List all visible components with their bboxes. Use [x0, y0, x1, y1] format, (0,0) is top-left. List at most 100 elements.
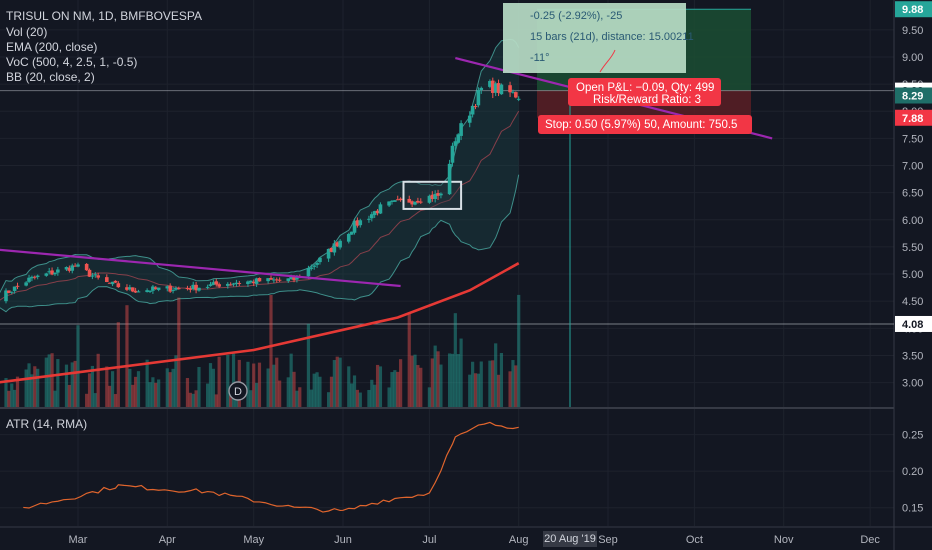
candle-body [346, 234, 351, 242]
candle-body [508, 85, 512, 93]
candle-body [47, 271, 51, 273]
candle-body [456, 134, 461, 143]
volume-bar [514, 365, 518, 407]
volume-bar [85, 393, 89, 407]
candle-body [87, 269, 92, 277]
volume-bar [295, 390, 299, 407]
ema-200-line [0, 262, 520, 384]
volume-bar [174, 355, 178, 407]
volume-bar [134, 376, 138, 407]
price-axis-tick: 7.00 [902, 161, 923, 173]
volume-bar [87, 373, 92, 407]
volume-bar [352, 375, 357, 407]
candle-body [488, 81, 492, 87]
price-axis-tick: 3.00 [902, 378, 923, 390]
time-axis-tick: Mar [69, 534, 88, 546]
candle-body [211, 282, 216, 285]
candle-body [378, 204, 383, 214]
volume-bar [188, 392, 192, 407]
candle-body [315, 262, 319, 265]
candle-body [479, 87, 484, 91]
volume-bar [496, 374, 501, 407]
volume-bar [56, 359, 60, 407]
candle-body [205, 286, 210, 288]
candle-body [277, 279, 282, 281]
candle-body [73, 265, 77, 267]
candle-body [251, 281, 256, 284]
volume-bar [53, 390, 57, 407]
candle-body [228, 284, 233, 286]
atr-line [23, 421, 519, 513]
candle-body [35, 275, 40, 277]
candle-body [249, 280, 253, 283]
candle-body [56, 269, 60, 273]
volume-bar [335, 356, 339, 407]
volume-bar [168, 372, 172, 407]
candle-body [410, 201, 414, 205]
volume-bar [494, 343, 498, 407]
volume-bar [289, 353, 293, 407]
volume-bar [350, 383, 354, 407]
candle-body [370, 214, 374, 219]
time-axis-tick: Aug [509, 534, 529, 546]
candle-body [326, 248, 331, 259]
candle-body [44, 273, 49, 276]
candle-body [174, 287, 178, 290]
volume-bar [96, 353, 100, 407]
volume-bar [419, 367, 423, 407]
candle-body [7, 290, 11, 293]
volume-bar [206, 383, 210, 407]
candle-body [395, 199, 400, 201]
volume-bar [370, 379, 374, 407]
candle-body [413, 201, 417, 205]
volume-bar [375, 364, 380, 407]
candle-body [257, 277, 262, 282]
candle-body [9, 291, 14, 293]
volume-bar [476, 373, 480, 407]
candle-body [225, 283, 230, 286]
candle-body [436, 193, 440, 196]
price-axis-tick: 7.50 [902, 133, 923, 145]
price-tag-4-08 [895, 315, 932, 332]
candle-body [332, 243, 337, 253]
volume-bar [292, 371, 296, 407]
volume-bar [7, 390, 11, 407]
candle-body [416, 200, 420, 203]
volume-bar [171, 368, 175, 407]
volume-bar [278, 380, 282, 407]
candle-body [467, 115, 472, 123]
volume-bar [64, 364, 69, 407]
volume-bar [329, 376, 334, 407]
candle-body [76, 264, 80, 267]
volume-bar [136, 371, 141, 407]
volume-bar [177, 297, 181, 407]
atr-axis-tick: 0.20 [902, 466, 923, 478]
candle-body [473, 106, 478, 108]
price-tag-label: 7.88 [902, 113, 923, 125]
price-tag-7-88 [895, 109, 932, 126]
candle-body [237, 283, 242, 285]
volume-bar [447, 353, 452, 407]
volume-bar [387, 387, 391, 407]
volume-bar [468, 374, 472, 407]
volume-bar [473, 373, 478, 407]
volume-bar [439, 364, 443, 407]
candle-body [32, 276, 37, 278]
volume-bar [73, 360, 77, 407]
volume-bar [231, 353, 236, 407]
atr-axis-tick: 0.15 [902, 503, 923, 515]
candle-body [286, 278, 291, 281]
volume-bar [309, 389, 313, 407]
volume-bar [30, 374, 34, 407]
candle-body [53, 272, 57, 275]
volume-bar [416, 365, 420, 407]
time-axis-tick: Dec [860, 534, 880, 546]
volume-bar [456, 353, 460, 407]
volume-bar [76, 325, 80, 407]
candle-body [511, 91, 515, 93]
candle-body [50, 270, 54, 275]
volume-bar [44, 357, 48, 407]
volume-bar [36, 368, 40, 407]
